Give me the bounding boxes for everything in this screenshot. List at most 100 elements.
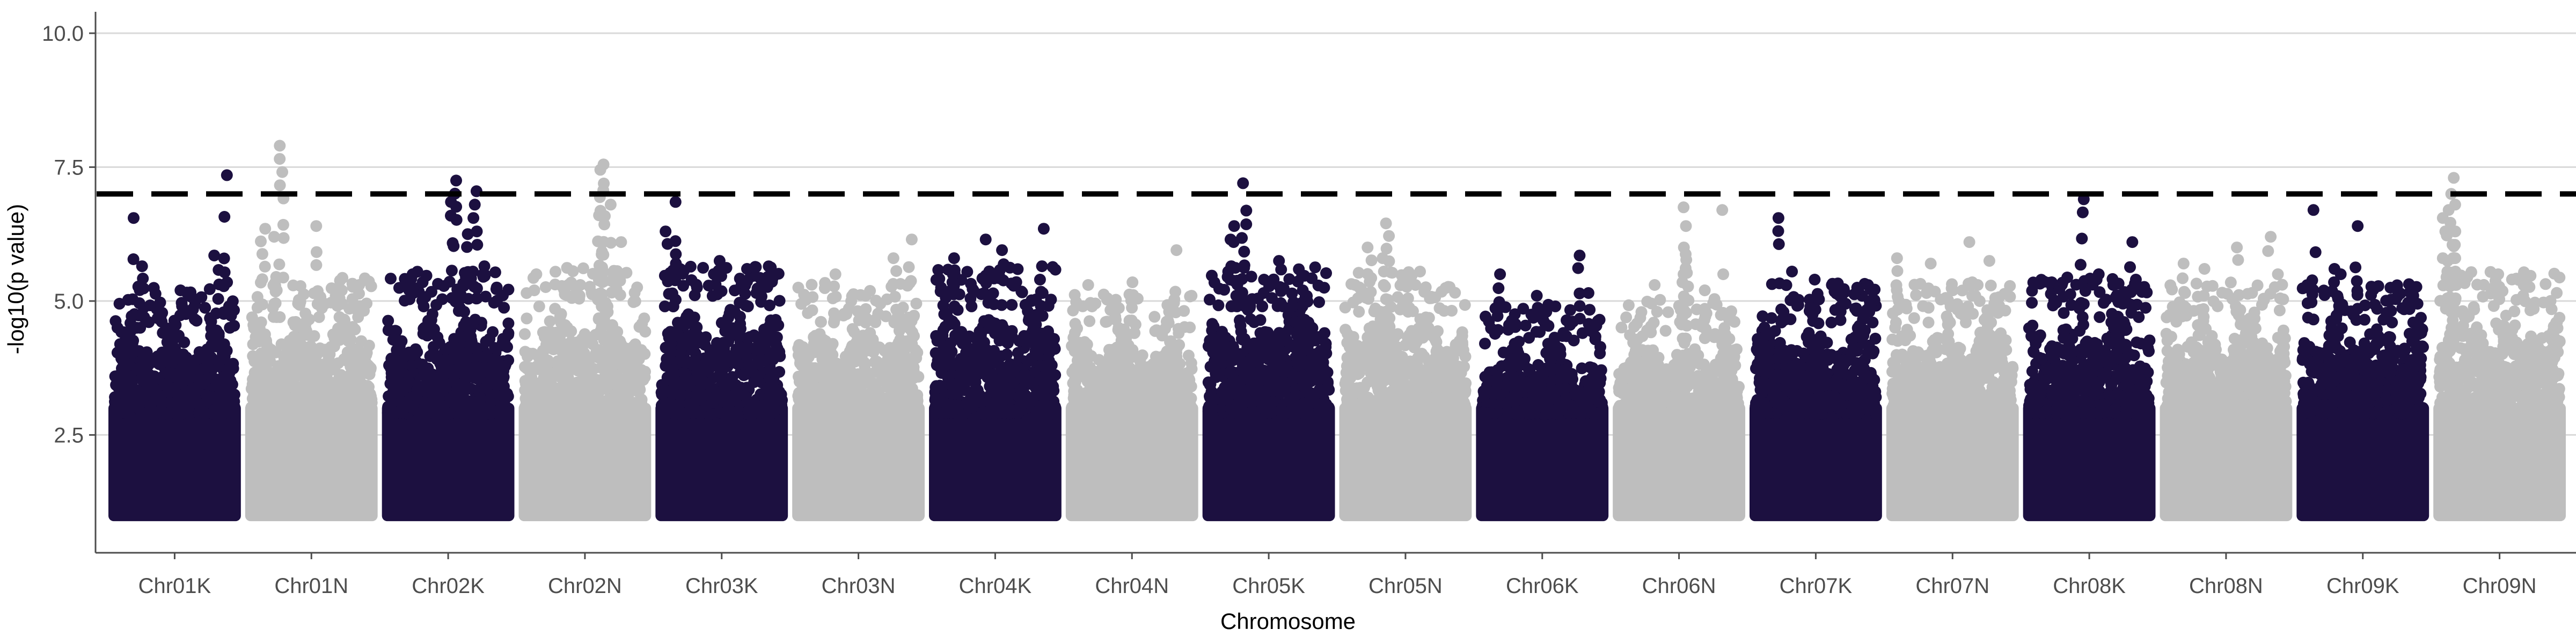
snp-point [870, 295, 882, 307]
snp-point [636, 318, 648, 330]
snp-point [489, 378, 502, 391]
snp-point [189, 313, 201, 326]
snp-point [1034, 400, 1046, 413]
snp-point [522, 350, 533, 363]
peak-point [890, 265, 903, 277]
peak-point [471, 239, 484, 251]
peak-point [742, 300, 754, 312]
peak-point [905, 275, 917, 287]
snp-point [327, 328, 339, 341]
chromosome-points-chr03n [792, 233, 925, 522]
peak-point [274, 153, 286, 165]
peak-point [979, 233, 992, 246]
peak-point [259, 260, 271, 273]
snp-point [364, 392, 376, 404]
snp-point [111, 321, 123, 334]
snp-point [162, 356, 174, 368]
snp-point [582, 401, 594, 414]
snp-point [554, 328, 566, 341]
peak-point [175, 297, 188, 309]
snp-point [904, 355, 916, 368]
peak-point [461, 241, 473, 253]
snp-point [726, 356, 738, 368]
snp-point [996, 299, 1008, 311]
chromosome-points-chr03k [655, 196, 788, 522]
snp-point [170, 319, 182, 331]
snp-point [200, 389, 213, 401]
snp-point [1019, 368, 1031, 380]
snp-point [584, 354, 596, 366]
snp-point [955, 379, 967, 391]
snp-point [903, 311, 915, 324]
peak-point [268, 231, 280, 243]
peak-point [174, 309, 186, 321]
peak-point [313, 311, 325, 323]
peak-point [419, 291, 431, 303]
snp-point [577, 262, 589, 274]
snp-point [1185, 380, 1197, 393]
snp-point [1046, 261, 1059, 273]
snp-point [1013, 335, 1026, 347]
snp-point [839, 394, 851, 406]
snp-point [116, 380, 128, 392]
snp-point [595, 396, 607, 408]
dense-points [245, 402, 378, 522]
snp-point [734, 318, 747, 330]
peak-point [212, 292, 224, 305]
snp-point [122, 359, 134, 371]
snp-point [448, 333, 460, 345]
snp-point [906, 338, 918, 350]
snp-point [296, 361, 308, 373]
snp-point [364, 362, 377, 374]
peak-point [467, 212, 480, 224]
snp-point [1104, 376, 1116, 388]
snp-point [1006, 299, 1018, 311]
snp-point [988, 345, 1000, 357]
snp-point [704, 355, 716, 367]
snp-point [815, 316, 827, 328]
snp-point [460, 316, 472, 328]
peak-point [1082, 279, 1094, 291]
peak-point [1101, 292, 1114, 304]
snp-point [221, 407, 233, 419]
peak-point [859, 316, 872, 328]
snp-point [985, 397, 998, 409]
peak-point [996, 244, 1008, 257]
snp-point [218, 338, 230, 350]
snp-point [487, 405, 499, 417]
snp-point [1067, 392, 1080, 404]
peak-point [224, 321, 236, 334]
snp-point [665, 375, 678, 386]
peak-point [615, 236, 627, 248]
snp-point [311, 407, 324, 420]
snp-point [353, 375, 365, 387]
snp-point [555, 317, 567, 329]
snp-point [941, 345, 953, 356]
chromosome-points-chr04n [1065, 244, 1198, 522]
snp-point [1010, 276, 1022, 288]
snp-point [295, 339, 308, 352]
peak-point [127, 253, 140, 265]
peak-point [1170, 244, 1183, 257]
peak-point [277, 218, 289, 231]
peak-point [978, 274, 990, 286]
snp-point [809, 330, 822, 342]
snp-point [413, 385, 426, 397]
snp-point [310, 349, 322, 362]
snp-point [324, 382, 336, 394]
snp-point [189, 298, 201, 311]
peak-point [273, 258, 286, 270]
snp-point [932, 360, 945, 372]
dense-points [1202, 402, 1335, 522]
peak-point [604, 199, 617, 211]
snp-point [131, 401, 143, 413]
peak-point [478, 260, 491, 273]
snp-point [683, 315, 695, 327]
peak-point [741, 263, 753, 275]
peak-point [274, 179, 286, 192]
snp-point [861, 395, 874, 407]
peak-point [614, 275, 626, 287]
snp-point [290, 316, 302, 328]
snp-point [845, 295, 858, 307]
